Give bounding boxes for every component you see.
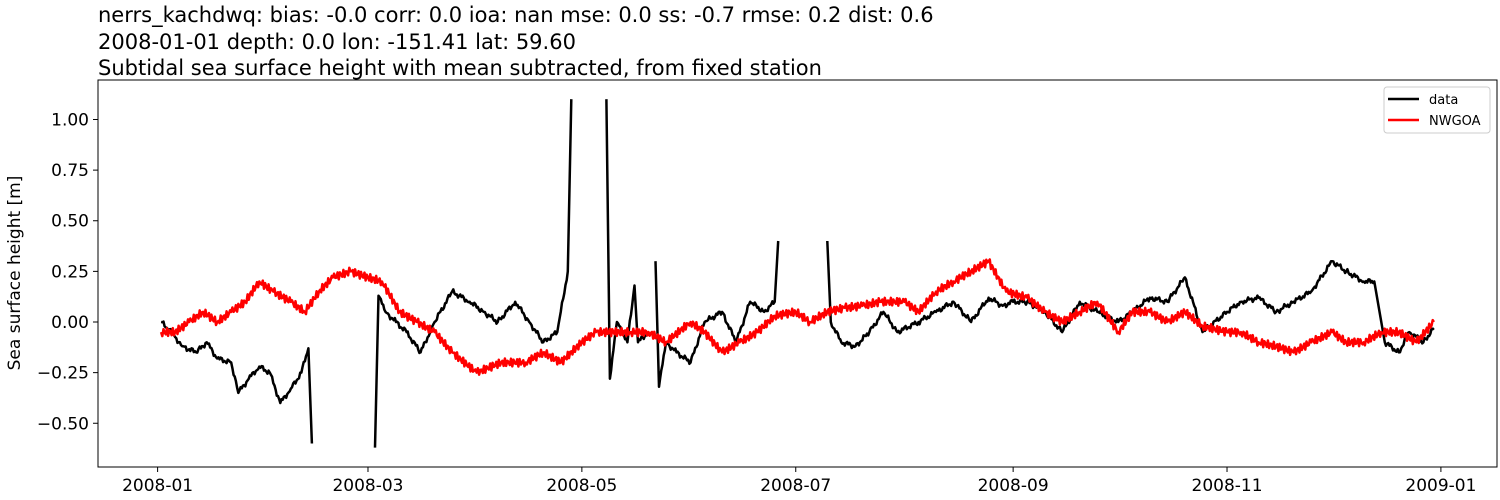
y-tick-label: 0.75 — [51, 161, 89, 181]
series-line-data-segment-0 — [160, 320, 314, 444]
chart-title-line-3: Subtidal sea surface height with mean su… — [98, 56, 822, 80]
series-line-data-segment-3 — [654, 240, 780, 389]
x-tick-label: 2009-01 — [1405, 476, 1476, 496]
x-tick-label: 2008-07 — [760, 476, 831, 496]
series-line-data-segment-1 — [373, 99, 573, 448]
x-tick-label: 2008-01 — [122, 476, 193, 496]
axes: −0.50 −0.25 0.00 0.25 0.50 0.75 1.00 2008-01 200… — [37, 79, 1498, 496]
legend-label-data: data — [1429, 93, 1458, 108]
x-tick-label: 2008-03 — [332, 476, 403, 496]
x-tick-label: 2008-11 — [1192, 476, 1263, 496]
x-tick-label: 2008-05 — [546, 476, 617, 496]
y-tick-label: −0.25 — [37, 364, 89, 384]
y-tick-label: 1.00 — [51, 110, 89, 130]
y-axis-label: Sea surface height [m] — [5, 176, 25, 371]
axes-frame — [97, 79, 1498, 468]
chart-title-line-1: nerrs_kachdwq: bias: -0.0 corr: 0.0 ioa:… — [98, 3, 934, 28]
plot-area — [159, 99, 1435, 448]
y-tick-label: 0.25 — [51, 262, 89, 282]
y-tick-label: −0.50 — [37, 414, 89, 434]
series-line-data-segment-2 — [605, 99, 650, 380]
legend: data NWGOA — [1383, 86, 1491, 134]
y-tick-label: 0.50 — [51, 212, 89, 232]
y-tick-label: 0.00 — [51, 313, 89, 333]
series-line-nwgoa-segment-0 — [159, 258, 1435, 376]
x-tick-label: 2008-09 — [978, 476, 1049, 496]
series-line-data-segment-4 — [826, 240, 1435, 354]
legend-label-nwgoa: NWGOA — [1429, 114, 1481, 129]
chart-title-line-2: 2008-01-01 depth: 0.0 lon: -151.41 lat: … — [98, 30, 576, 54]
